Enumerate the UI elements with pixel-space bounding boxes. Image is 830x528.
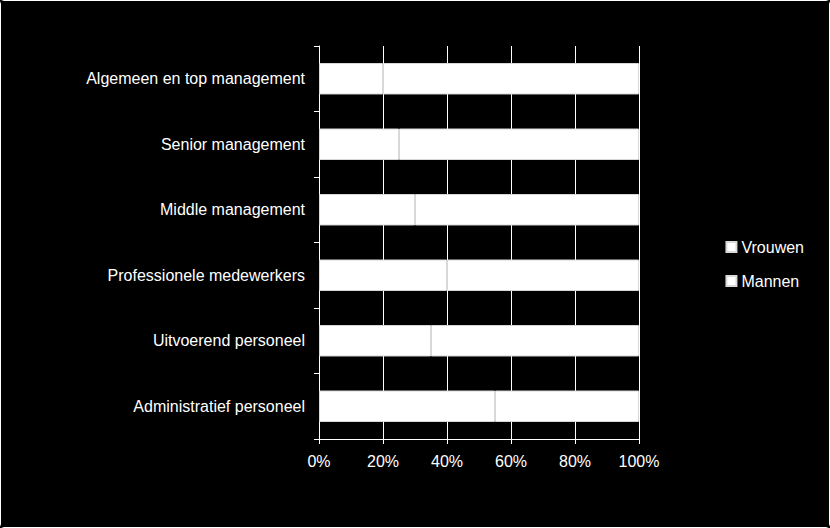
svg-text:Professionele medewerkers: Professionele medewerkers	[108, 267, 305, 284]
svg-text:Senior management: Senior management	[161, 136, 306, 153]
svg-text:20%: 20%	[367, 453, 399, 470]
svg-text:Administratief personeel: Administratief personeel	[133, 398, 305, 415]
svg-text:Middle management: Middle management	[160, 201, 306, 218]
svg-text:80%: 80%	[559, 453, 591, 470]
svg-text:0%: 0%	[307, 453, 330, 470]
svg-text:Uitvoerend personeel: Uitvoerend personeel	[153, 332, 305, 349]
svg-text:60%: 60%	[495, 453, 527, 470]
svg-text:Algemeen en top management: Algemeen en top management	[86, 70, 305, 87]
svg-text:100%: 100%	[619, 453, 660, 470]
svg-text:Mannen: Mannen	[741, 273, 799, 290]
svg-text:40%: 40%	[431, 453, 463, 470]
svg-text:Vrouwen: Vrouwen	[741, 239, 804, 256]
